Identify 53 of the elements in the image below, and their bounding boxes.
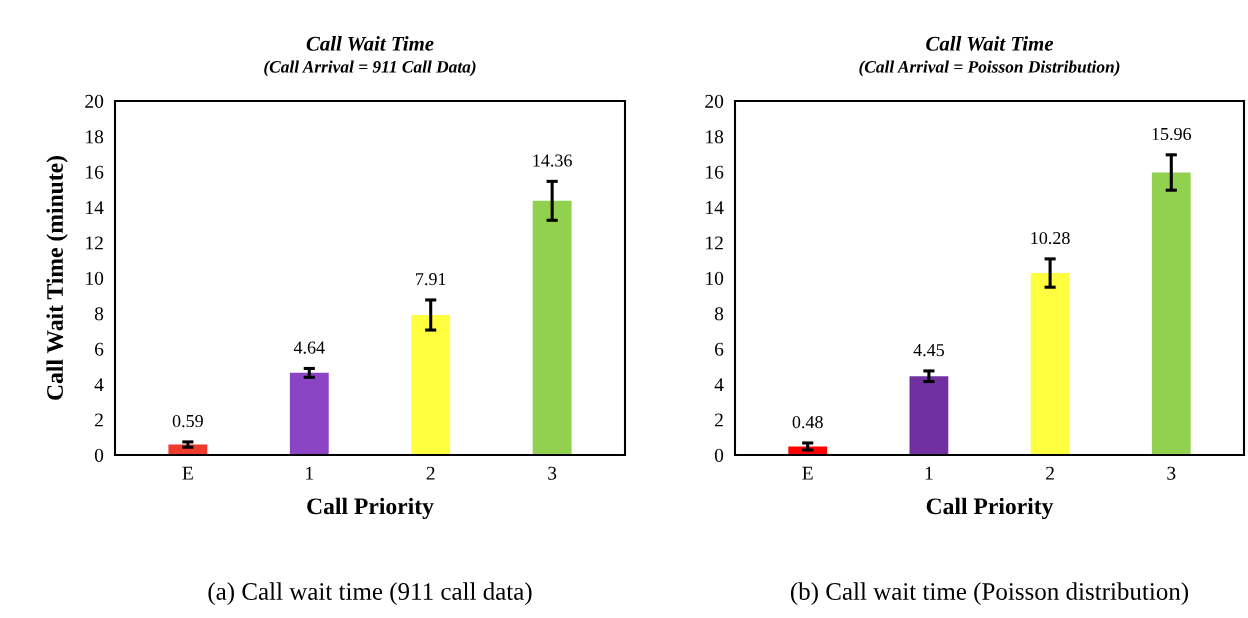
bar xyxy=(532,200,572,455)
bar xyxy=(909,376,949,455)
data-label: 10.28 xyxy=(1031,231,1070,245)
chart-subtitle: (Call Arrival = 911 Call Data) xyxy=(264,60,476,77)
y-tick-label: 6 xyxy=(95,342,104,356)
text: (b) Call wait time (Poisson distribution) xyxy=(790,582,1189,605)
y-tick-label: 16 xyxy=(706,165,724,179)
y-axis-title: Call Wait Time (minute) xyxy=(46,156,68,400)
x-tick-label: 2 xyxy=(426,466,435,480)
data-label: 4.45 xyxy=(913,344,944,357)
bar xyxy=(1030,273,1070,455)
y-tick-label: 10 xyxy=(86,271,104,285)
chart-title: Call Wait Time xyxy=(926,36,1054,51)
y-tick-label: 14 xyxy=(86,201,104,214)
y-tick-label: 4 xyxy=(714,378,724,391)
data-label: 4.64 xyxy=(293,341,325,354)
y-tick-label: 10 xyxy=(706,271,724,285)
y-tick-label: 0 xyxy=(714,448,724,462)
y-tick-label: 20 xyxy=(705,94,724,108)
chart-title: Call Wait Time xyxy=(306,36,434,51)
y-tick-label: 12 xyxy=(86,236,103,250)
chart-subtitle: (Call Arrival = Poisson Distribution) xyxy=(859,60,1120,77)
text: (a) Call wait time (911 call data) xyxy=(208,582,532,605)
x-tick-label: 3 xyxy=(1167,466,1176,480)
x-axis-title: Call Priority xyxy=(307,497,434,520)
y-tick-label: 8 xyxy=(94,307,104,321)
y-tick-label: 12 xyxy=(706,236,723,250)
x-tick-label: 1 xyxy=(925,466,933,480)
data-label: 0.59 xyxy=(172,414,203,428)
x-tick-label: E xyxy=(182,466,193,480)
data-label: 7.91 xyxy=(416,273,446,286)
x-tick-label: E xyxy=(802,466,813,480)
data-label: 15.96 xyxy=(1152,127,1192,141)
y-tick-label: 0 xyxy=(94,448,104,462)
x-tick-label: 2 xyxy=(1046,466,1054,480)
data-label: 0.48 xyxy=(792,416,823,429)
y-tick-label: 14 xyxy=(706,201,724,214)
bar xyxy=(289,372,329,455)
y-tick-label: 2 xyxy=(95,413,103,427)
data-label: 14.36 xyxy=(533,154,572,167)
y-tick-label: 2 xyxy=(715,413,723,427)
x-axis-title: Call Priority xyxy=(926,497,1054,520)
y-tick-label: 16 xyxy=(86,165,104,179)
y-tick-label: 18 xyxy=(706,130,724,144)
y-tick-label: 8 xyxy=(714,307,724,321)
x-tick-label: 1 xyxy=(306,466,313,480)
x-tick-label: 3 xyxy=(548,466,557,480)
y-tick-label: 18 xyxy=(86,130,104,144)
bar xyxy=(1151,172,1191,455)
y-tick-label: 4 xyxy=(94,378,104,391)
bar xyxy=(411,314,451,455)
y-tick-label: 20 xyxy=(85,94,104,108)
y-tick-label: 6 xyxy=(715,342,724,356)
